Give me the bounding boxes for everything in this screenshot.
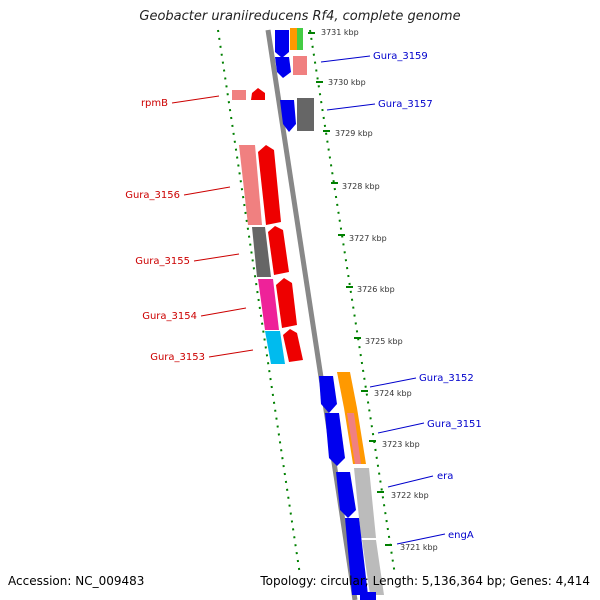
- gene-label[interactable]: rpmB: [141, 98, 168, 109]
- gene-block: [275, 30, 289, 52]
- gene-block: [360, 592, 376, 600]
- gene-arrow-gura3155: [268, 226, 289, 275]
- gene-label[interactable]: era: [437, 471, 453, 482]
- gene-block: [293, 56, 307, 75]
- gene-block: [275, 52, 289, 58]
- gene-block-gura3152: [337, 372, 357, 408]
- gene-label[interactable]: engA: [448, 530, 474, 541]
- gene-block: [347, 413, 361, 464]
- tick-3728: 3728 kbp: [331, 182, 380, 191]
- gene-arrow-gura3153: [283, 329, 303, 362]
- tick-label: 3725 kbp: [365, 337, 403, 346]
- gene-block-era: [354, 468, 376, 538]
- tick-3721: 3721 kbp: [385, 543, 438, 552]
- tick-3730: 3730 kbp: [316, 78, 366, 87]
- callout-gura3152[interactable]: Gura_3152: [369, 373, 474, 388]
- tick-3722: 3722 kbp: [377, 491, 429, 500]
- gene-block-enga: [362, 540, 384, 595]
- tick-label: 3724 kbp: [374, 389, 412, 398]
- gene-block-rpmb: [232, 90, 246, 100]
- gene-block: [290, 28, 297, 50]
- gene-block: [297, 98, 314, 131]
- tick-label: 3730 kbp: [328, 78, 366, 87]
- tick-label: 3722 kbp: [391, 491, 429, 500]
- gene-arrow-gura3157: [280, 100, 296, 132]
- gene-label[interactable]: Gura_3154: [142, 311, 197, 322]
- tick-label: 3726 kbp: [357, 285, 395, 294]
- tick-label: 3727 kbp: [349, 234, 387, 243]
- callout-enga[interactable]: engA: [396, 530, 474, 545]
- tick-label: 3723 kbp: [382, 440, 420, 449]
- tick-3724: 3724 kbp: [361, 389, 412, 398]
- gene-label[interactable]: Gura_3155: [135, 256, 190, 267]
- gene-block-gura3156: [239, 145, 262, 225]
- gene-arrow-rpmb: [251, 88, 265, 100]
- gene-label[interactable]: Gura_3151: [427, 419, 482, 430]
- callout-gura3151[interactable]: Gura_3151: [377, 419, 482, 434]
- tick-label: 3728 kbp: [342, 182, 380, 191]
- gene-arrow-gura3159: [275, 57, 291, 78]
- gene-block-gura3154: [258, 279, 279, 330]
- tick-label: 3731 kbp: [321, 28, 359, 37]
- gene-block-gura3155: [252, 227, 271, 277]
- gene-arrow-gura3152: [319, 376, 337, 413]
- tick-3726: 3726 kbp: [346, 285, 395, 294]
- callout-gura3155[interactable]: Gura_3155: [135, 253, 240, 267]
- gene-block: [297, 28, 303, 50]
- tick-3727: 3727 kbp: [338, 234, 387, 243]
- tick-label: 3729 kbp: [335, 129, 373, 138]
- callout-rpmb[interactable]: rpmB: [141, 95, 220, 109]
- callout-gura3153[interactable]: Gura_3153: [150, 349, 254, 363]
- gene-label[interactable]: Gura_3153: [150, 352, 205, 363]
- callout-era[interactable]: era: [387, 471, 453, 488]
- tick-label: 3721 kbp: [400, 543, 438, 552]
- gene-arrow-gura3156: [258, 145, 281, 225]
- gene-arrow-era: [336, 472, 356, 518]
- gene-arrow-gura3151: [325, 413, 345, 466]
- tick-3731: 3731 kbp: [308, 28, 359, 37]
- callout-gura3156[interactable]: Gura_3156: [125, 186, 231, 201]
- gene-block-gura3153: [265, 331, 285, 364]
- gene-label[interactable]: Gura_3152: [419, 373, 474, 384]
- gene-label[interactable]: Gura_3157: [378, 99, 433, 110]
- callout-gura3154[interactable]: Gura_3154: [142, 307, 247, 322]
- gene-label[interactable]: Gura_3159: [373, 51, 428, 62]
- callout-gura3157[interactable]: Gura_3157: [326, 99, 433, 111]
- tick-3723: 3723 kbp: [369, 440, 420, 449]
- gene-arrow-enga: [345, 518, 368, 595]
- callout-gura3159[interactable]: Gura_3159: [320, 51, 428, 63]
- tick-3729: 3729 kbp: [323, 129, 373, 138]
- accession-text: Accession: NC_009483: [8, 574, 145, 588]
- topology-text: Topology: circular; Length: 5,136,364 bp…: [260, 574, 590, 588]
- genome-title: Geobacter uraniireducens Rf4, complete g…: [139, 9, 461, 24]
- gene-label[interactable]: Gura_3156: [125, 190, 180, 201]
- gene-arrow-gura3154: [276, 278, 297, 328]
- tick-3725: 3725 kbp: [354, 337, 403, 346]
